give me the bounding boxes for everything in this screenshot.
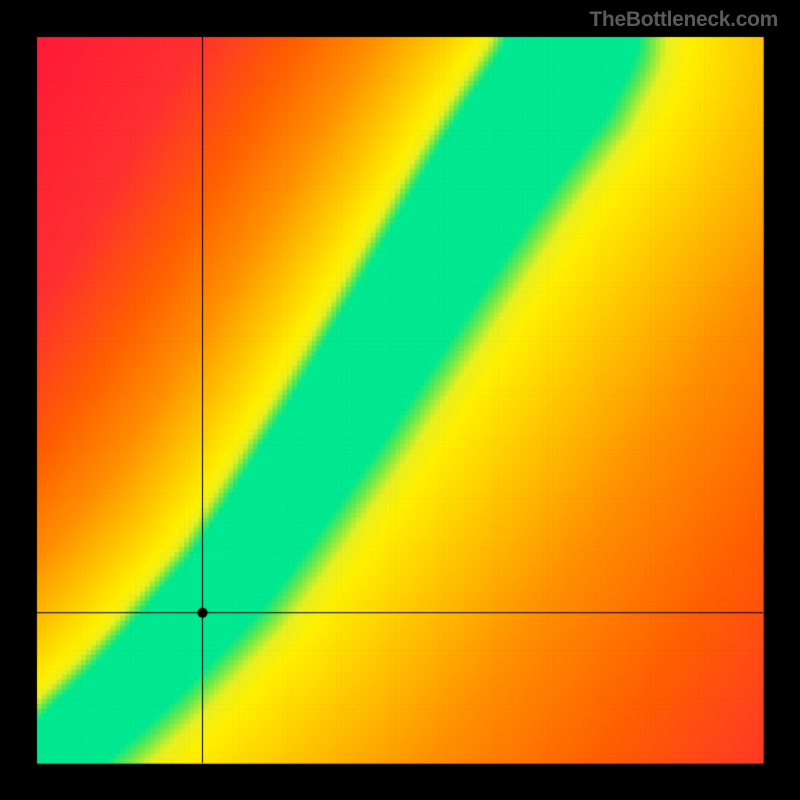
chart-container: TheBottleneck.com [0, 0, 800, 800]
heatmap-canvas [0, 0, 800, 800]
watermark-text: TheBottleneck.com [589, 8, 778, 32]
